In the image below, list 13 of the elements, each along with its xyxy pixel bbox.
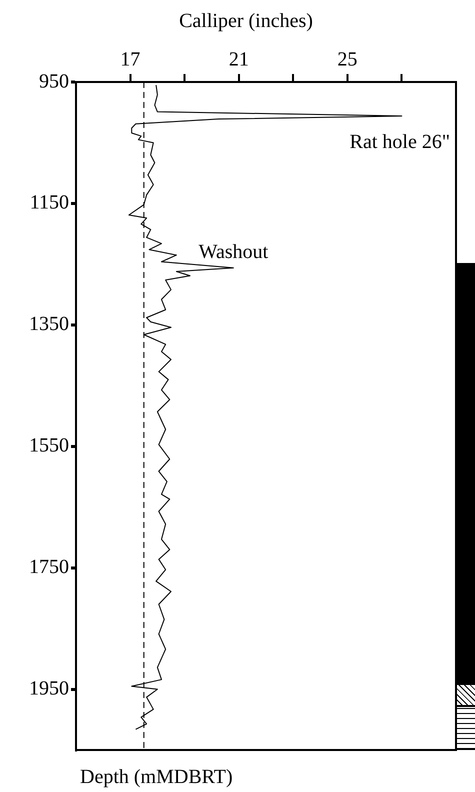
y-tick-label: 1750 xyxy=(29,556,69,578)
text: Depth (mMDBRT) xyxy=(80,766,233,788)
y-tick-label: 1150 xyxy=(30,192,69,214)
annotation: Washout xyxy=(198,240,269,263)
y-tick-label: 1350 xyxy=(29,313,69,336)
annotation: Rat hole 26" xyxy=(350,131,450,154)
x-axis-title: Calliper (inches) xyxy=(179,10,313,32)
y-tick-label: 1550 xyxy=(29,434,69,457)
y-tick-label: 1950 xyxy=(29,678,69,700)
x-tick-label: 17 xyxy=(120,48,140,70)
y-tick-label: 950 xyxy=(39,70,69,92)
x-tick-label: 21 xyxy=(228,48,249,70)
x-tick-label: 25 xyxy=(337,48,358,70)
